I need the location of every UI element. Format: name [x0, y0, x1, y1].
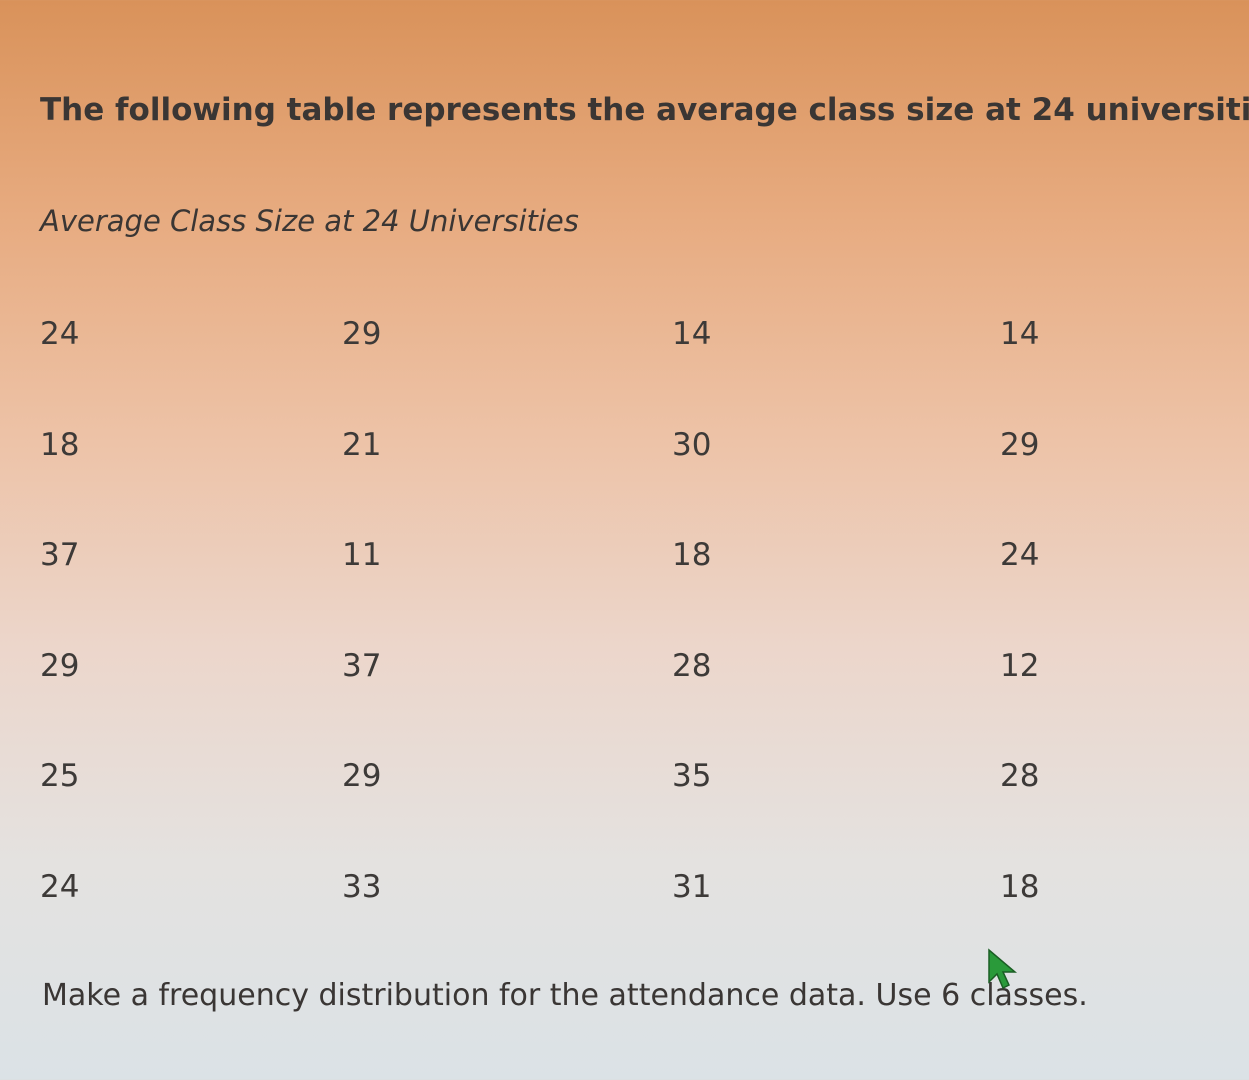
table-cell: 33: [342, 868, 382, 905]
table-cell: 25: [40, 758, 80, 794]
table-cell: 21: [342, 426, 382, 463]
table-cell: 29: [40, 647, 80, 684]
table-cell: 12: [1000, 647, 1040, 684]
table-cell: 31: [672, 868, 712, 905]
table-cell: 18: [672, 537, 712, 573]
intro-text: The following table represents the avera…: [40, 92, 1249, 128]
table-caption: Average Class Size at 24 Universities: [40, 204, 579, 238]
table-cell: 28: [672, 647, 712, 684]
table-cell: 24: [40, 868, 80, 905]
table-cell: 18: [40, 426, 80, 463]
table-cell: 29: [342, 316, 382, 352]
table-cell: 28: [1000, 758, 1040, 794]
instruction-text: Make a frequency distribution for the at…: [42, 978, 1088, 1013]
table-cell: 37: [40, 537, 80, 573]
cursor-arrow: [988, 948, 1018, 990]
table-cell: 24: [40, 316, 80, 352]
table-cell: 14: [672, 316, 712, 352]
table-cell: 35: [672, 758, 712, 794]
table-cell: 37: [342, 647, 382, 684]
table-cell: 14: [1000, 316, 1040, 352]
table-cell: 30: [672, 426, 712, 463]
table-cell: 24: [1000, 537, 1040, 573]
table-cell: 11: [342, 537, 382, 573]
mouse-cursor: [988, 948, 1018, 990]
table-cell: 29: [342, 758, 382, 794]
table-cell: 18: [1000, 868, 1040, 905]
table-cell: 29: [1000, 426, 1040, 463]
